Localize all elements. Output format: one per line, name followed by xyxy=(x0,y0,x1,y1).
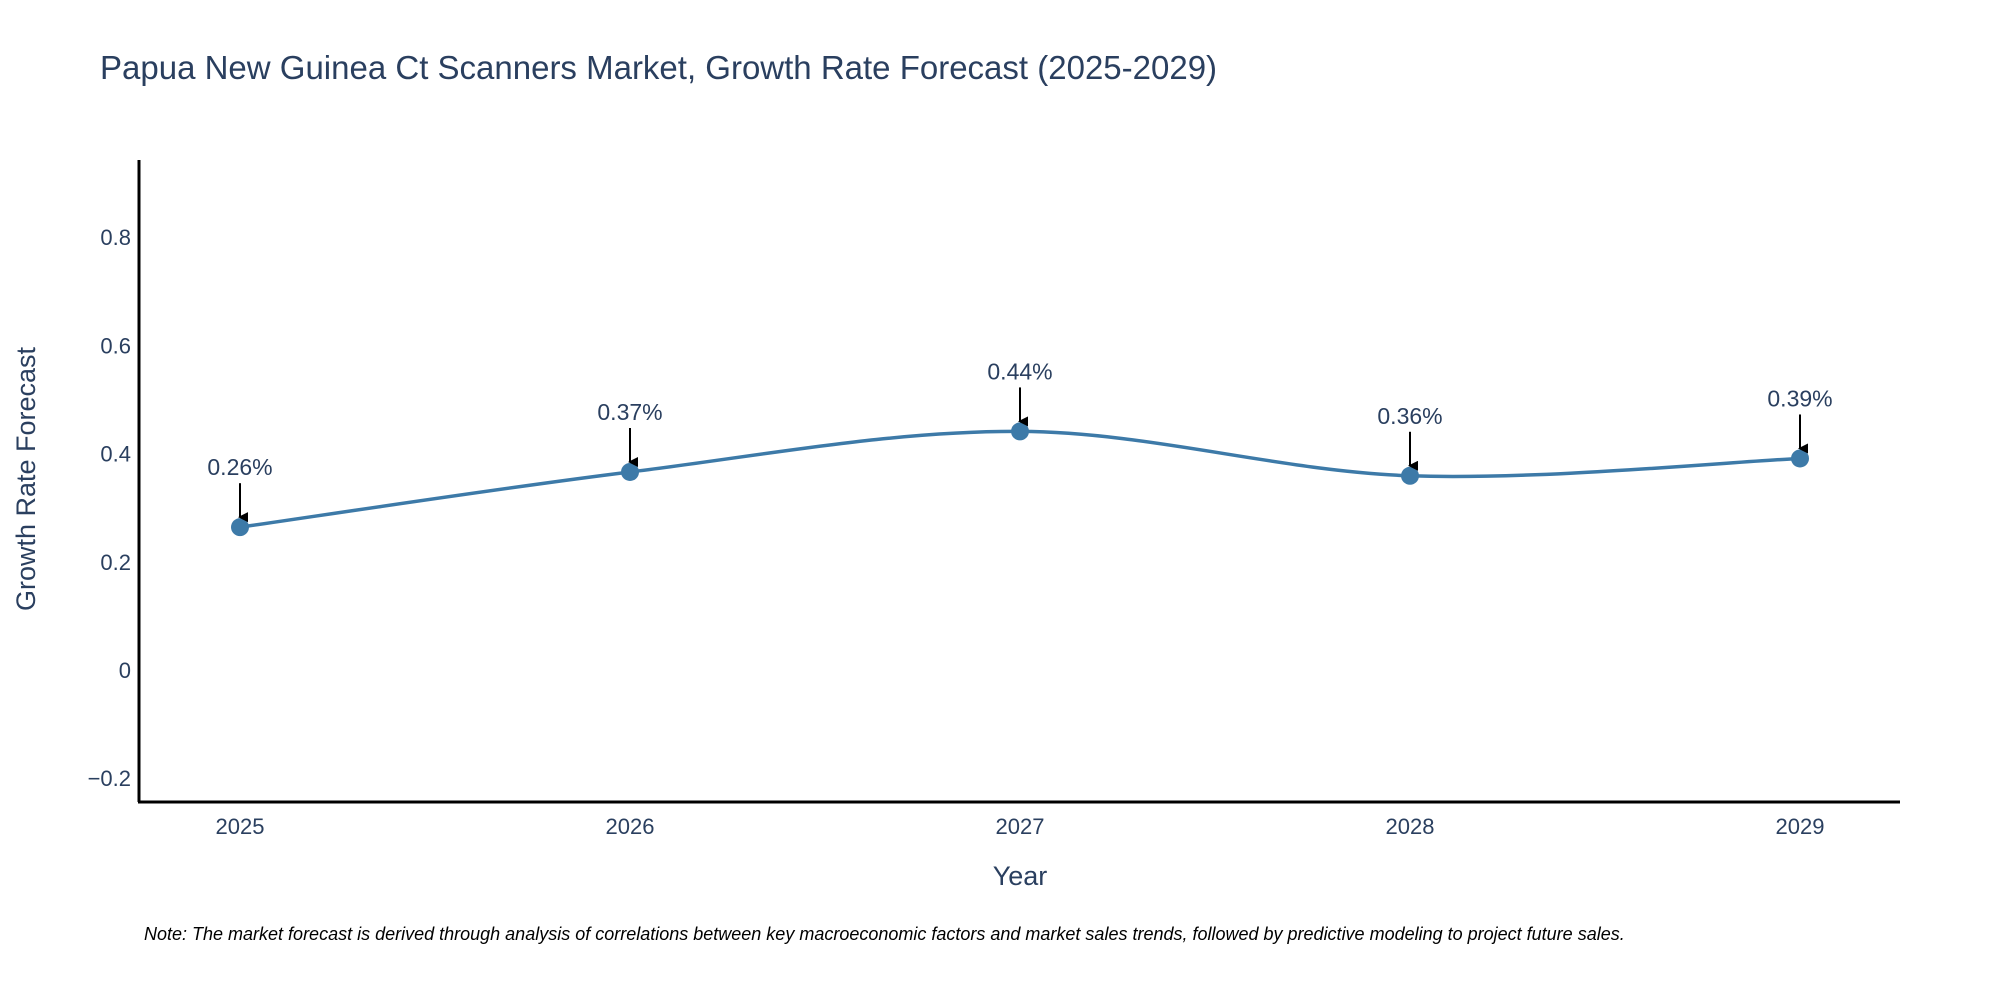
y-tick-label: 0.2 xyxy=(100,550,131,575)
x-tick-label: 2025 xyxy=(216,814,265,839)
x-tick-label: 2027 xyxy=(996,814,1045,839)
data-point xyxy=(231,518,249,537)
data-point xyxy=(1011,422,1029,441)
y-tick-label: 0 xyxy=(119,658,131,683)
data-point xyxy=(1401,466,1419,485)
data-label: 0.39% xyxy=(1767,385,1832,411)
data-label: 0.26% xyxy=(207,454,272,480)
data-label: 0.37% xyxy=(597,399,662,425)
x-tick-label: 2028 xyxy=(1386,814,1435,839)
y-tick-label: 0.8 xyxy=(100,225,131,250)
x-tick-label: 2026 xyxy=(606,814,655,839)
y-axis-label: Growth Rate Forecast xyxy=(11,346,41,611)
chart-title: Papua New Guinea Ct Scanners Market, Gro… xyxy=(100,49,1217,86)
x-tick-label: 2029 xyxy=(1776,814,1825,839)
y-tick-label: 0.6 xyxy=(100,333,131,358)
data-label: 0.36% xyxy=(1377,403,1442,429)
data-point xyxy=(621,462,639,481)
x-axis-label: Year xyxy=(993,861,1048,891)
data-label: 0.44% xyxy=(987,358,1052,384)
series-line xyxy=(239,429,1801,529)
y-tick-label: −0.2 xyxy=(88,766,131,791)
y-tick-label: 0.4 xyxy=(100,442,131,467)
data-point xyxy=(1791,449,1809,468)
footnote: Note: The market forecast is derived thr… xyxy=(144,924,1625,944)
plot-layer: −0.2 0 0.2 0.4 0.6 0.8 2025 2026 2027 2028 2029 0.2… xyxy=(88,225,1833,839)
